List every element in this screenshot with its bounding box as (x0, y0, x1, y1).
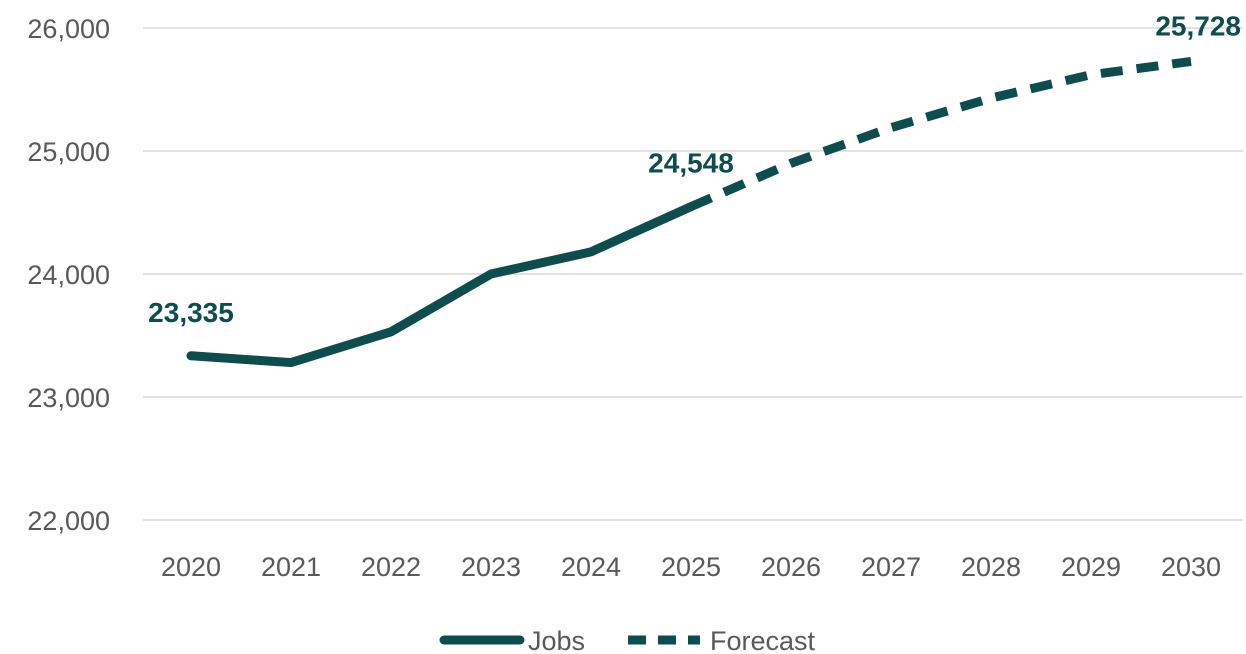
y-tick-label: 23,000 (27, 383, 110, 413)
x-tick-label: 2024 (561, 552, 621, 582)
data-label: 24,548 (648, 148, 734, 179)
x-axis-ticks: 2020 2021 2022 2023 2024 2025 2026 2027 2028 2029… (161, 552, 1221, 582)
series-line-forecast (689, 56, 1192, 211)
legend-forecast-label: Forecast (710, 626, 816, 654)
x-tick-label: 2027 (861, 552, 921, 582)
x-tick-label: 2028 (961, 552, 1021, 582)
x-tick-label: 2023 (461, 552, 521, 582)
y-axis-ticks: 22,000 23,000 24,000 25,000 26,000 (27, 14, 110, 536)
x-tick-label: 2022 (361, 552, 421, 582)
legend: Jobs Forecast (439, 626, 816, 654)
series-line-jobs (186, 202, 696, 368)
y-tick-label: 26,000 (27, 14, 110, 44)
y-tick-label: 24,000 (27, 260, 110, 290)
data-label: 25,728 (1155, 10, 1241, 41)
legend-jobs-label: Jobs (528, 626, 585, 654)
data-label: 23,335 (148, 297, 234, 328)
x-tick-label: 2025 (661, 552, 721, 582)
data-labels: 23,335 24,548 25,728 (148, 10, 1241, 327)
y-tick-label: 22,000 (27, 506, 110, 536)
x-tick-label: 2026 (761, 552, 821, 582)
y-tick-label: 25,000 (27, 137, 110, 167)
x-tick-label: 2021 (261, 552, 321, 582)
series-lines (186, 56, 1192, 368)
x-tick-label: 2030 (1161, 552, 1221, 582)
x-tick-label: 2029 (1061, 552, 1121, 582)
x-tick-label: 2020 (161, 552, 221, 582)
gridlines (143, 27, 1243, 521)
